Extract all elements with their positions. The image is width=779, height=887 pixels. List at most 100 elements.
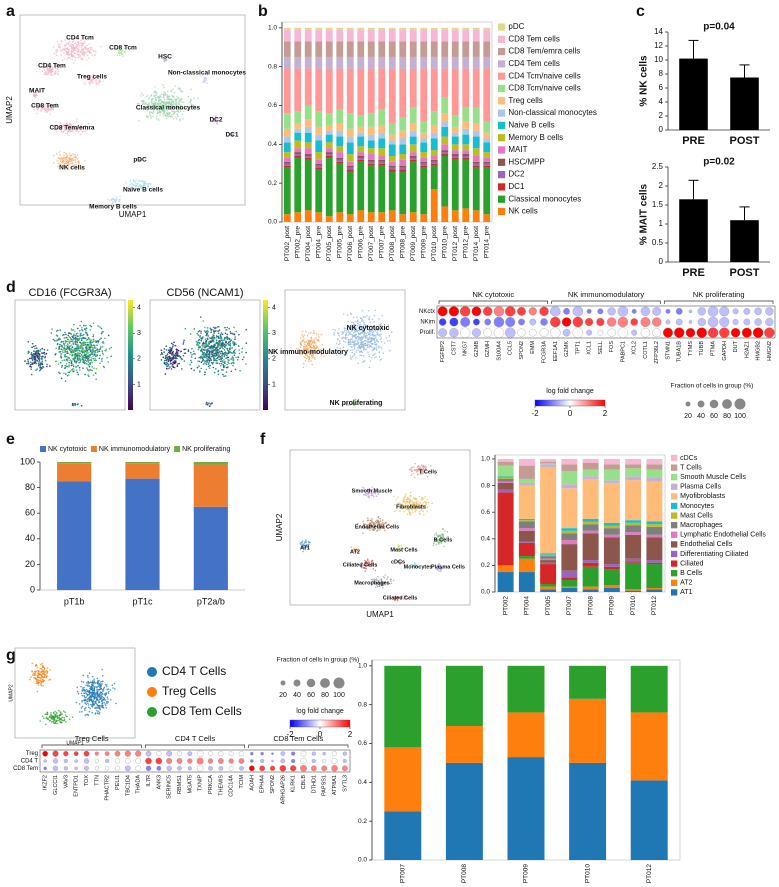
bar-segment [294, 68, 302, 112]
cell-point [347, 334, 350, 336]
cell-point [221, 369, 223, 371]
cell-point [90, 357, 93, 359]
y-tick-label: 6 [659, 83, 664, 92]
cell-point [45, 352, 48, 355]
cell-point [49, 70, 51, 72]
cell-point [75, 333, 78, 335]
cell-point [181, 91, 184, 93]
cell-point [210, 331, 212, 334]
cell-point [424, 465, 427, 468]
cell-point [36, 359, 39, 362]
cell-point [241, 358, 244, 361]
cell-point [182, 341, 185, 344]
cell-point [210, 337, 213, 339]
legend-swatch [498, 207, 506, 216]
bar-segment [294, 56, 302, 69]
cell-point [31, 353, 34, 356]
cell-point [124, 47, 126, 50]
cell-point [39, 350, 41, 352]
cell-point [84, 373, 86, 376]
cell-point [96, 348, 99, 351]
cell-point [36, 70, 38, 73]
bar-segment [325, 216, 333, 222]
cell-point [70, 154, 73, 156]
cell-point [64, 380, 67, 382]
cell-point [82, 329, 84, 332]
cell-point [199, 357, 202, 359]
cell-point [87, 79, 89, 81]
cell-point [168, 355, 171, 358]
cell-point [83, 341, 85, 344]
cell-point [341, 331, 344, 333]
bar-segment [336, 136, 344, 147]
bar-segment [294, 212, 302, 222]
cell-point [217, 330, 219, 333]
cell-point [389, 340, 391, 342]
bar-segment [378, 165, 386, 213]
bar-segment [497, 482, 514, 490]
legend-label: NK proliferating [182, 446, 230, 453]
cell-point [98, 350, 101, 353]
cell-point [61, 359, 64, 362]
cell-point [90, 52, 92, 55]
cell-point [108, 348, 111, 350]
cell-point [232, 364, 234, 367]
cell-point [87, 54, 89, 57]
bar-segment [294, 154, 302, 156]
cell-point [221, 333, 224, 336]
cell-point [375, 521, 377, 523]
bar-segment [378, 148, 386, 156]
cell-point [109, 199, 111, 202]
cell-point [160, 101, 163, 104]
cell-point [341, 333, 344, 336]
cell-point [72, 364, 74, 366]
plot-frame [281, 21, 493, 223]
cell-point [85, 332, 88, 335]
x-tick-label: PT010_pre [441, 226, 448, 259]
cell-point [160, 359, 163, 361]
bar-segment [462, 157, 470, 160]
cell-point [227, 361, 229, 363]
cell-point [216, 350, 219, 353]
bar-segment [451, 27, 459, 30]
cell-point [388, 334, 391, 337]
cell-point [357, 349, 360, 352]
cell-point [46, 365, 48, 368]
cell-point [157, 118, 160, 121]
cell-point [162, 356, 165, 359]
y-tick-label: 10 [654, 55, 663, 64]
cell-point [164, 94, 167, 97]
bar-segment [472, 163, 480, 166]
cell-point [75, 57, 77, 59]
cell-point [406, 500, 409, 503]
cell-point [362, 354, 365, 357]
cell-point [176, 118, 178, 120]
cell-point [166, 353, 169, 356]
cell-point [357, 320, 359, 323]
panel-letter: f [260, 431, 266, 448]
cell-point [175, 360, 177, 363]
cell-point [172, 350, 175, 353]
cell-point [77, 352, 80, 354]
cell-point [184, 348, 187, 351]
dot [607, 328, 616, 337]
bar-segment [409, 152, 417, 156]
bar-segment [483, 161, 491, 164]
cell-point [395, 498, 397, 501]
x-tick-label: PT009_post [410, 226, 417, 261]
bar-segment [462, 154, 470, 156]
cell-point [76, 158, 79, 160]
cell-point [54, 353, 56, 356]
cell-point [38, 363, 41, 366]
cell-point [82, 355, 84, 358]
cell-point [206, 327, 209, 329]
cell-point [200, 355, 202, 358]
cell-point [373, 321, 375, 323]
cell-point [361, 320, 363, 322]
cell-point [352, 322, 355, 324]
cell-point [134, 180, 137, 183]
cell-point [226, 347, 229, 350]
cell-point [41, 360, 44, 363]
cell-point [52, 68, 54, 70]
bar-segment [420, 214, 428, 222]
